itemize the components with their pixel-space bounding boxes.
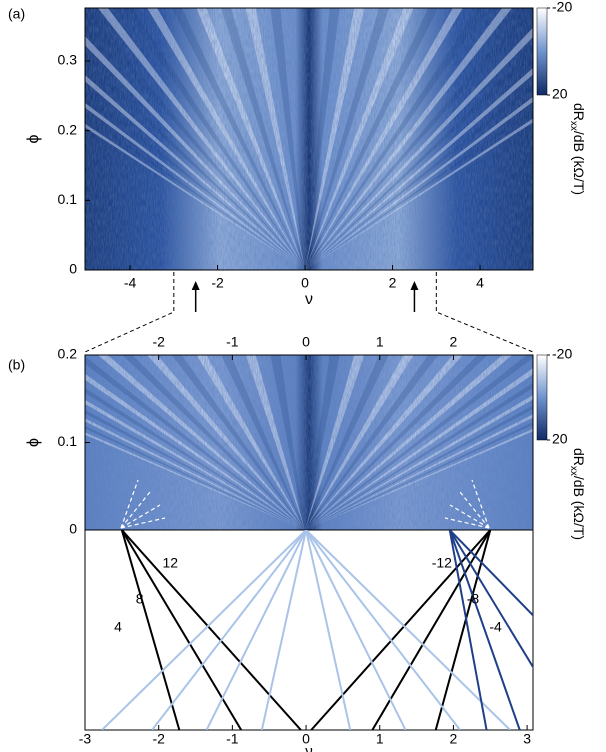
plot-frame — [84, 7, 534, 271]
colorbar-label-rest: /dB (kΩ/T) — [571, 476, 587, 540]
x-tick-label: 1 — [376, 334, 384, 350]
x-tick-label: -2 — [152, 731, 165, 747]
fan-line-label: -8 — [467, 591, 480, 607]
fan-line — [305, 530, 511, 730]
x-tick-label: 4 — [476, 275, 484, 291]
colorbar-label-rest: /dB (kΩ/T) — [571, 131, 587, 195]
heatmap-noise — [85, 8, 533, 270]
colorbar-label: dRxx/dB (kΩ/T) — [568, 103, 587, 195]
fan-line — [151, 530, 307, 730]
fan-line — [121, 530, 302, 730]
fan-line-label: -12 — [432, 555, 452, 571]
y-tick-label: 0.1 — [58, 191, 78, 207]
x-tick-label: -2 — [152, 334, 165, 350]
fan-line — [260, 530, 308, 730]
heatmap-image — [85, 355, 533, 530]
x-tick-label: 1 — [376, 731, 384, 747]
x-tick-label: 2 — [450, 334, 458, 350]
y-tick-label: 0.1 — [58, 433, 78, 449]
colorbar-tick-label: -20 — [552, 346, 572, 362]
colorbar — [536, 7, 548, 96]
x-tick-label: 2 — [389, 275, 397, 291]
x-tick-label: 2 — [450, 731, 458, 747]
arrow-head — [410, 281, 419, 290]
heatmap-noise — [85, 355, 533, 530]
colorbar-label-main: dR — [571, 448, 587, 466]
colorbar — [536, 354, 548, 441]
fan-line — [120, 530, 243, 730]
fan-line — [205, 530, 307, 730]
x-tick-label: 0 — [302, 334, 310, 350]
y-axis-label: ϕ — [25, 438, 42, 447]
x-tick-label: -1 — [226, 731, 239, 747]
x-tick-label: 0 — [301, 275, 309, 291]
arrow-head — [191, 281, 200, 290]
fan-line — [120, 530, 181, 730]
fan-line — [305, 530, 461, 730]
colorbar-label: dRxx/dB (kΩ/T) — [568, 448, 587, 540]
x-tick-label: 3 — [523, 731, 531, 747]
y-tick-label: 0.2 — [58, 121, 78, 137]
fan-line — [305, 530, 352, 730]
panel-label: (b) — [8, 357, 25, 373]
colorbar-label-main: dR — [571, 103, 587, 121]
fan-line-label: 4 — [114, 619, 122, 635]
panel-label: (a) — [8, 6, 25, 22]
y-tick-label: 0 — [69, 261, 77, 277]
fan-line — [305, 530, 407, 730]
fan-line — [448, 530, 488, 730]
y-axis-label: ϕ — [25, 134, 42, 143]
x-axis-label: ν — [305, 743, 313, 752]
colorbar-label-sub: xx — [568, 466, 579, 476]
x-tick-label: -4 — [124, 275, 137, 291]
fan-line-label: 12 — [162, 555, 178, 571]
fan-line — [448, 530, 521, 730]
fan-line-label: 8 — [136, 591, 144, 607]
x-tick-label: -2 — [211, 275, 224, 291]
fan-lines — [101, 530, 533, 730]
x-axis-label: ν — [305, 291, 313, 308]
x-tick-label: -3 — [79, 731, 92, 747]
fan-line — [449, 530, 533, 617]
fan-line — [448, 530, 533, 669]
x-tick-label: -1 — [226, 334, 239, 350]
colorbar-label-sub: xx — [568, 121, 579, 131]
fan-line-label: -4 — [489, 619, 502, 635]
fan-line — [101, 530, 307, 730]
colorbar-tick-label: 20 — [552, 86, 568, 102]
y-tick-label: 0 — [69, 521, 77, 537]
x-tick-label: 0 — [302, 731, 310, 747]
heatmap-image — [85, 8, 533, 270]
plot-frame — [84, 529, 534, 731]
colorbar-tick-label: 20 — [552, 431, 568, 447]
y-tick-label: 0.3 — [58, 52, 78, 68]
colorbar-tick-label: -20 — [552, 0, 572, 15]
guide-dashes — [120, 479, 490, 529]
y-tick-label: 0.2 — [58, 346, 78, 362]
